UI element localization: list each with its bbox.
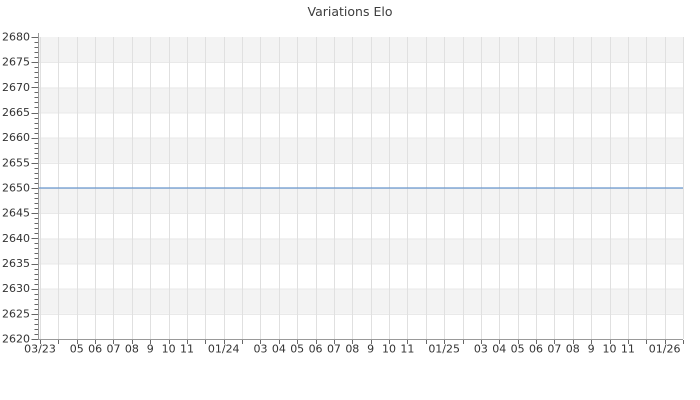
x-tick-label: 03 bbox=[253, 343, 267, 356]
horizontal-gridlines bbox=[38, 62, 683, 315]
x-tick-label: 05 bbox=[511, 343, 525, 356]
x-tick-label: 01/26 bbox=[649, 343, 681, 356]
y-tick-label: 2640 bbox=[2, 232, 30, 245]
x-tick-label: 03/23 bbox=[24, 343, 56, 356]
x-axis-ticks bbox=[40, 340, 684, 344]
y-tick-label: 2630 bbox=[2, 282, 30, 295]
x-tick-label: 01/25 bbox=[428, 343, 460, 356]
y-tick-label: 2620 bbox=[2, 333, 30, 346]
x-tick-label: 03 bbox=[474, 343, 488, 356]
x-axis-labels: 03/23 05 06 07 08 9 10 11 01/24 03 04 05 06 07 08 9 10 11… bbox=[24, 343, 680, 356]
x-tick-label: 06 bbox=[529, 343, 543, 356]
y-axis-labels: 2620 2625 2630 2635 2640 2645 2650 2655 2660 2665… bbox=[2, 31, 30, 346]
y-tick-label: 2675 bbox=[2, 56, 30, 69]
x-tick-label: 10 bbox=[162, 343, 176, 356]
x-tick-label: 08 bbox=[125, 343, 139, 356]
y-tick-label: 2655 bbox=[2, 156, 30, 169]
x-tick-label: 9 bbox=[147, 343, 154, 356]
x-tick-label: 9 bbox=[367, 343, 374, 356]
x-tick-label: 11 bbox=[400, 343, 414, 356]
y-tick-label: 2665 bbox=[2, 106, 30, 119]
y-tick-label: 2650 bbox=[2, 182, 30, 195]
y-tick-label: 2680 bbox=[2, 31, 30, 44]
x-tick-label: 04 bbox=[272, 343, 286, 356]
y-tick-label: 2625 bbox=[2, 307, 30, 320]
y-tick-label: 2645 bbox=[2, 207, 30, 220]
x-tick-label: 10 bbox=[382, 343, 396, 356]
x-tick-label: 05 bbox=[290, 343, 304, 356]
y-tick-label: 2670 bbox=[2, 81, 30, 94]
x-tick-label: 01/24 bbox=[208, 343, 240, 356]
x-tick-label: 10 bbox=[603, 343, 617, 356]
x-tick-label: 06 bbox=[309, 343, 323, 356]
x-tick-label: 08 bbox=[345, 343, 359, 356]
x-tick-label: 11 bbox=[180, 343, 194, 356]
x-tick-label: 04 bbox=[492, 343, 506, 356]
plot-bands bbox=[38, 37, 683, 314]
axes bbox=[38, 33, 683, 340]
x-tick-label: 05 bbox=[70, 343, 84, 356]
y-tick-label: 2660 bbox=[2, 131, 30, 144]
chart-title: Variations Elo bbox=[307, 4, 393, 19]
x-tick-label: 07 bbox=[327, 343, 341, 356]
x-tick-label: 07 bbox=[106, 343, 120, 356]
x-tick-label: 06 bbox=[88, 343, 102, 356]
x-tick-label: 11 bbox=[621, 343, 635, 356]
vertical-gridlines bbox=[40, 37, 684, 339]
y-tick-label: 2635 bbox=[2, 257, 30, 270]
x-tick-label: 9 bbox=[588, 343, 595, 356]
x-tick-label: 08 bbox=[566, 343, 580, 356]
x-tick-label: 07 bbox=[547, 343, 561, 356]
y-axis-ticks bbox=[31, 37, 38, 340]
